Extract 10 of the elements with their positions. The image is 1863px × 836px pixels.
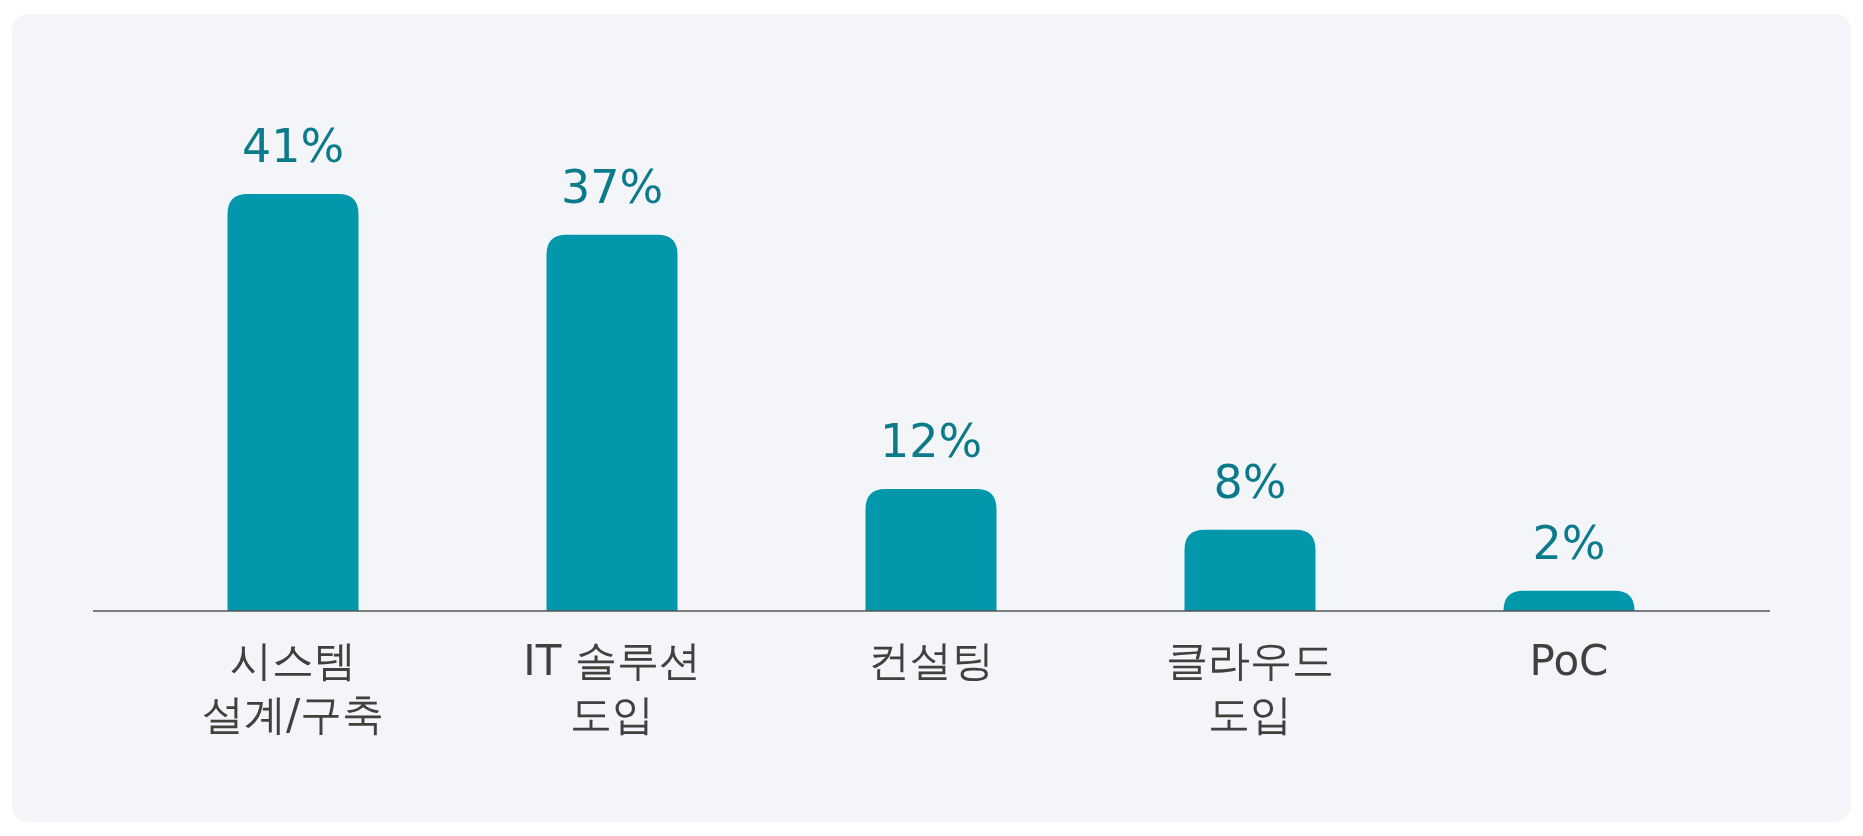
data-label: 2% [1532, 515, 1606, 570]
x-tick-label: 클라우드 도입 [1166, 636, 1334, 739]
x-tick-label: PoC [1529, 636, 1609, 685]
data-label: 8% [1213, 454, 1287, 509]
data-label: 37% [560, 159, 664, 214]
x-tick-label: 시스템 설계/구축 [201, 636, 385, 739]
x-tick-label: IT 솔루션 도입 [523, 636, 701, 739]
x-tick-label: 컨설팅 [868, 636, 994, 685]
data-label: 41% [241, 119, 345, 173]
data-label: 12% [879, 413, 983, 468]
